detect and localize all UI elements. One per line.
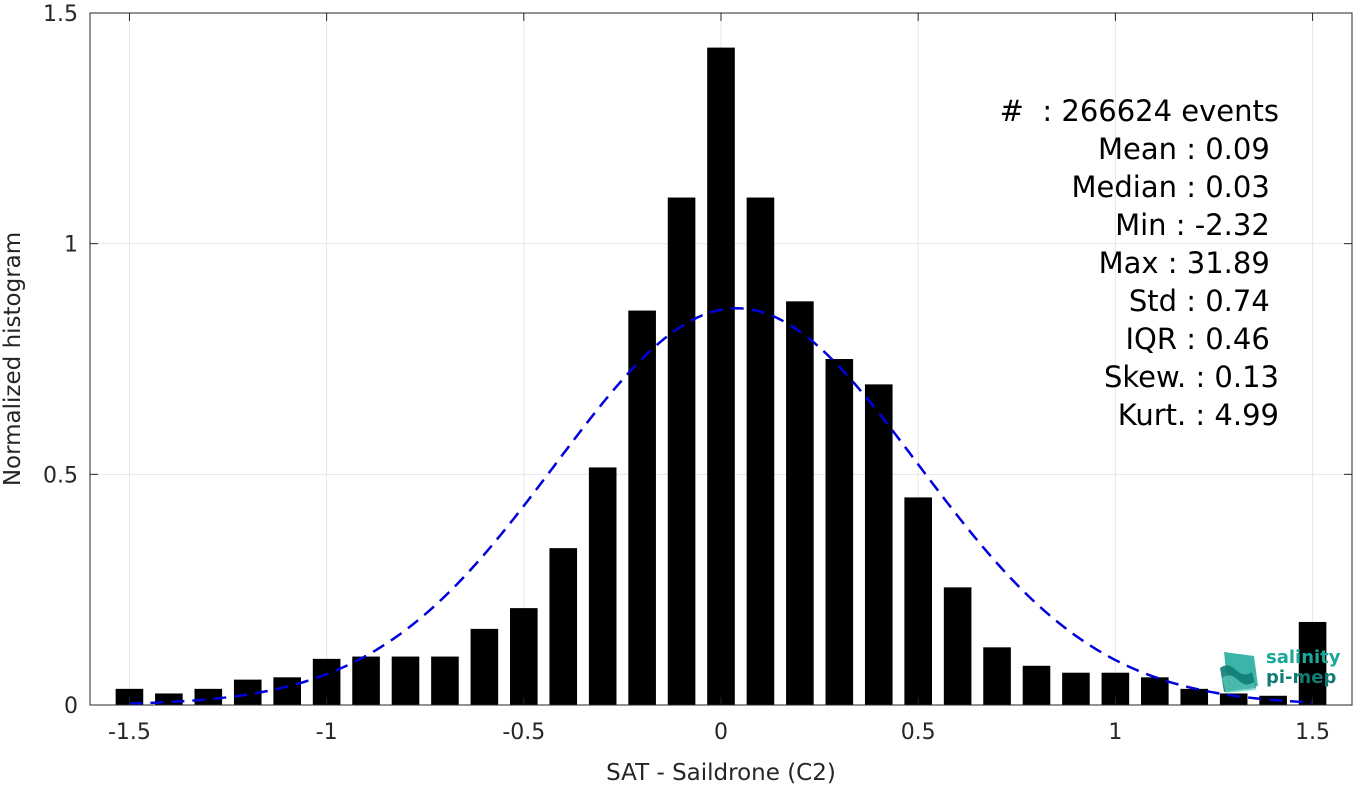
stat-median: Median : 0.03	[1071, 170, 1279, 204]
histogram-bar	[510, 608, 538, 705]
histogram-bar	[1219, 693, 1248, 705]
histogram-bar	[155, 693, 183, 705]
x-tick-label: -0.5	[502, 720, 545, 745]
logo-line-1: salinity	[1266, 647, 1341, 668]
stat-mean: Mean : 0.09	[1097, 132, 1279, 166]
axis-ticks: -1.5 -1 -0.5 0 0.5 1 1.5 0 0.5 1 1.5	[43, 2, 1352, 745]
gaussian-fit-line	[129, 306, 1313, 705]
x-tick-label: -1	[316, 720, 338, 745]
histogram-bar	[1180, 688, 1209, 705]
histogram-bar	[1141, 677, 1169, 705]
histogram-bar	[904, 497, 932, 705]
y-tick-label: 1.5	[43, 2, 78, 27]
histogram-bar	[864, 384, 893, 705]
histogram-bar	[943, 587, 972, 705]
histogram-bar	[549, 548, 578, 705]
stat-std: Std : 0.74	[1128, 284, 1279, 318]
histogram-bar	[431, 656, 459, 705]
histogram-bar	[273, 677, 301, 705]
histogram-bar	[746, 197, 775, 706]
salinity-wave-icon	[1220, 652, 1258, 693]
histogram-bar	[667, 197, 696, 706]
x-tick-label: 1.5	[1295, 720, 1330, 745]
stat-max: Max : 31.89	[1098, 246, 1279, 280]
stat-min: Min : -2.32	[1115, 208, 1279, 242]
y-axis-label: Normalized histogram	[0, 232, 26, 486]
histogram-bars	[115, 47, 1327, 706]
histogram-bar	[1062, 672, 1090, 705]
logo-line-2: pi-mep	[1266, 667, 1337, 688]
y-tick-label: 0	[64, 694, 78, 719]
histogram-bar	[115, 688, 144, 705]
histogram-bar	[352, 656, 380, 705]
histogram-bar	[588, 467, 617, 705]
histogram-bar	[470, 628, 499, 705]
histogram-bar	[786, 301, 814, 705]
y-tick-label: 1	[64, 233, 78, 258]
salinity-pi-mep-logo: salinity pi-mep	[1218, 648, 1348, 696]
histogram-bar	[1298, 621, 1327, 705]
stat-count: # : 266624 events	[999, 94, 1279, 128]
histogram-bar	[983, 647, 1011, 705]
histogram-bar	[707, 47, 735, 706]
x-tick-label: 0.5	[901, 720, 936, 745]
histogram-bar	[628, 310, 656, 705]
stat-iqr: IQR : 0.46	[1125, 322, 1279, 356]
histogram-bar	[391, 656, 420, 705]
histogram-bar	[194, 688, 223, 705]
x-axis-label: SAT - Saildrone (C2)	[606, 760, 836, 785]
y-tick-label: 0.5	[43, 463, 78, 488]
stat-kurt: Kurt. : 4.99	[1117, 398, 1279, 432]
x-tick-label: 1	[1108, 720, 1122, 745]
statistics-panel: # : 266624 events Mean : 0.09 Median : 0…	[859, 92, 1279, 434]
histogram-bar	[1022, 665, 1051, 705]
stat-skew: Skew. : 0.13	[1103, 360, 1279, 394]
histogram-bar	[825, 359, 854, 705]
logo-text: salinity pi-mep	[1266, 648, 1341, 688]
x-tick-label: -1.5	[108, 720, 151, 745]
x-tick-label: 0	[714, 720, 728, 745]
